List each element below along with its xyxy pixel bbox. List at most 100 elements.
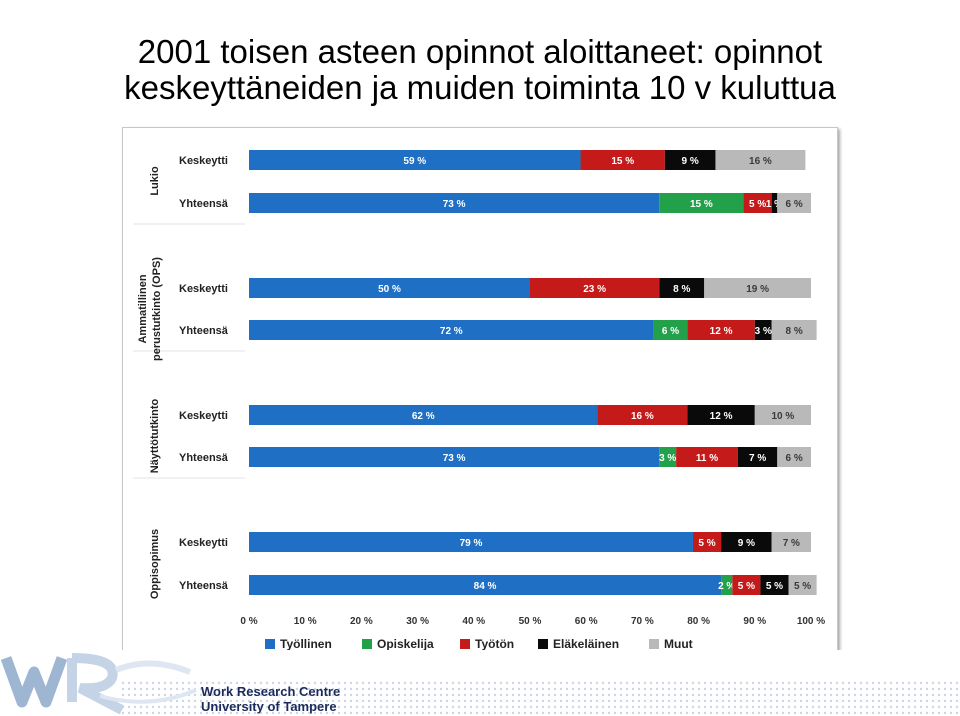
- bar-työtön-row-2: [743, 193, 772, 213]
- slide-title-line-1: 2001 toisen asteen opinnot aloittaneet: …: [137, 33, 823, 70]
- bar-muut-row-6: [777, 447, 811, 467]
- row-label-ammatillinen-perustutkinto-ops-keskeytti: Keskeytti: [179, 283, 228, 295]
- bar-eläkeläinen-row-3: [659, 278, 705, 298]
- x-tick-label-50: 50 %: [519, 616, 542, 627]
- data-label-työtön-row-7: 5 %: [698, 538, 715, 549]
- x-tick-label-90: 90 %: [743, 616, 766, 627]
- bar-työtön-row-3: [530, 278, 660, 298]
- row-label-lukio-keskeytti: Keskeytti: [179, 155, 228, 167]
- data-label-eläkeläinen-row-3: 8 %: [673, 284, 690, 295]
- data-label-työllinen-row-4: 72 %: [440, 326, 463, 337]
- legend-label-muut: Muut: [664, 637, 693, 651]
- row-label-lukio-yhteensä: Yhteensä: [179, 198, 229, 210]
- data-label-työtön-row-5: 16 %: [631, 411, 654, 422]
- x-tick-label-80: 80 %: [687, 616, 710, 627]
- bar-työtön-row-1: [580, 150, 665, 170]
- legend-swatch-opiskelija: [362, 639, 372, 649]
- x-tick-label-30: 30 %: [406, 616, 429, 627]
- data-label-eläkeläinen-row-1: 9 %: [682, 156, 699, 167]
- x-tick-label-40: 40 %: [462, 616, 485, 627]
- stacked-bar-chart: Lukio Ammatillinen perustutkinto (OPS) Näyt…: [133, 150, 825, 651]
- bar-työllinen-row-7: [249, 532, 693, 552]
- footer-logo-band: [0, 650, 960, 716]
- bar-työtön-row-5: [597, 405, 688, 425]
- row-label-oppisopimus-keskeytti: Keskeytti: [179, 537, 228, 549]
- x-tick-label-0: 0 %: [240, 616, 257, 627]
- bar-eläkeläinen-row-4: [754, 320, 772, 340]
- row-label-näyttötutkinto-keskeytti: Keskeytti: [179, 410, 228, 422]
- group-label-näyttötutkinto: Näyttötutkinto: [149, 398, 161, 473]
- data-label-työllinen-row-5: 62 %: [412, 411, 435, 422]
- data-label-eläkeläinen-row-6: 7 %: [749, 453, 766, 464]
- data-label-työtön-row-3: 23 %: [583, 284, 606, 295]
- data-label-työllinen-row-7: 79 %: [460, 538, 483, 549]
- x-tick-label-60: 60 %: [575, 616, 598, 627]
- bar-opiskelija-row-6: [659, 447, 677, 467]
- bar-työllinen-row-2: [249, 193, 660, 213]
- x-tick-label-20: 20 %: [350, 616, 373, 627]
- bar-eläkeläinen-row-6: [737, 447, 778, 467]
- bar-muut-row-3: [704, 278, 811, 298]
- legend-label-työtön: Työtön: [475, 637, 514, 651]
- bar-eläkeläinen-row-1: [664, 150, 716, 170]
- data-label-muut-row-4: 8 %: [786, 326, 803, 337]
- bar-muut-row-7: [771, 532, 811, 552]
- bar-muut-row-5: [754, 405, 811, 425]
- bar-muut-row-1: [715, 150, 806, 170]
- legend-swatch-muut: [649, 639, 659, 649]
- bar-työllinen-row-1: [249, 150, 581, 170]
- legend-label-opiskelija: Opiskelija: [377, 637, 434, 651]
- bar-eläkeläinen-row-7: [721, 532, 772, 552]
- footer-university: University of Tampere: [201, 699, 337, 714]
- data-label-työtön-row-8: 5 %: [738, 581, 755, 592]
- legend-swatch-eläkeläinen: [538, 639, 548, 649]
- footer-org-name: Work Research Centre: [201, 684, 341, 699]
- data-label-opiskelija-row-2: 15 %: [690, 199, 713, 210]
- slide-title: 2001 toisen asteen opinnot aloittaneet: …: [0, 34, 960, 106]
- chart-frame: Lukio Ammatillinen perustutkinto (OPS) Näyt…: [122, 127, 838, 665]
- bar-työllinen-row-5: [249, 405, 598, 425]
- bar-työtön-row-8: [732, 575, 761, 595]
- data-label-eläkeläinen-row-2: 1 %: [766, 199, 783, 210]
- data-label-muut-row-8: 5 %: [794, 581, 811, 592]
- slide-title-line-2: keskeyttäneiden ja muiden toiminta 10 v …: [124, 69, 836, 106]
- data-label-muut-row-5: 10 %: [772, 411, 795, 422]
- bar-työllinen-row-3: [249, 278, 530, 298]
- data-label-työtön-row-6: 11 %: [696, 453, 718, 464]
- legend-swatch-työtön: [460, 639, 470, 649]
- x-tick-label-70: 70 %: [631, 616, 654, 627]
- bar-työtön-row-4: [687, 320, 755, 340]
- group-label-lukio: Lukio: [149, 166, 161, 196]
- data-label-työllinen-row-6: 73 %: [443, 453, 466, 464]
- data-label-työtön-row-4: 12 %: [710, 326, 733, 337]
- data-label-opiskelija-row-8: 2 %: [718, 581, 735, 592]
- wrc-logo-icon: [0, 653, 197, 715]
- bar-opiskelija-row-8: [721, 575, 733, 595]
- data-label-muut-row-1: 16 %: [749, 156, 772, 167]
- data-label-muut-row-3: 19 %: [746, 284, 769, 295]
- data-label-työllinen-row-2: 73 %: [443, 199, 466, 210]
- x-tick-label-100: 100 %: [797, 616, 825, 627]
- bar-työllinen-row-8: [249, 575, 722, 595]
- row-label-näyttötutkinto-yhteensä: Yhteensä: [179, 452, 229, 464]
- bar-työtön-row-6: [676, 447, 738, 467]
- data-label-muut-row-6: 6 %: [786, 453, 803, 464]
- group-label-ammatillinen-perustutkinto-ops: Ammatillinen perustutkinto (OPS): [137, 257, 163, 361]
- legend-label-työllinen: Työllinen: [280, 637, 332, 651]
- bar-opiskelija-row-2: [659, 193, 744, 213]
- bar-eläkeläinen-row-5: [687, 405, 755, 425]
- data-label-työllinen-row-3: 50 %: [378, 284, 401, 295]
- footer-org-text: Work Research Centre University of Tampe…: [201, 684, 340, 714]
- x-tick-label-10: 10 %: [294, 616, 317, 627]
- bar-muut-row-8: [788, 575, 817, 595]
- data-label-työllinen-row-8: 84 %: [474, 581, 497, 592]
- bar-eläkeläinen-row-8: [760, 575, 789, 595]
- data-label-työtön-row-1: 15 %: [611, 156, 634, 167]
- data-label-eläkeläinen-row-7: 9 %: [738, 538, 755, 549]
- data-label-opiskelija-row-4: 6 %: [662, 326, 679, 337]
- bar-työllinen-row-4: [249, 320, 654, 340]
- data-label-eläkeläinen-row-4: 3 %: [755, 326, 772, 337]
- legend-label-eläkeläinen: Eläkeläinen: [553, 637, 619, 651]
- data-label-eläkeläinen-row-5: 12 %: [710, 411, 733, 422]
- data-label-työllinen-row-1: 59 %: [403, 156, 426, 167]
